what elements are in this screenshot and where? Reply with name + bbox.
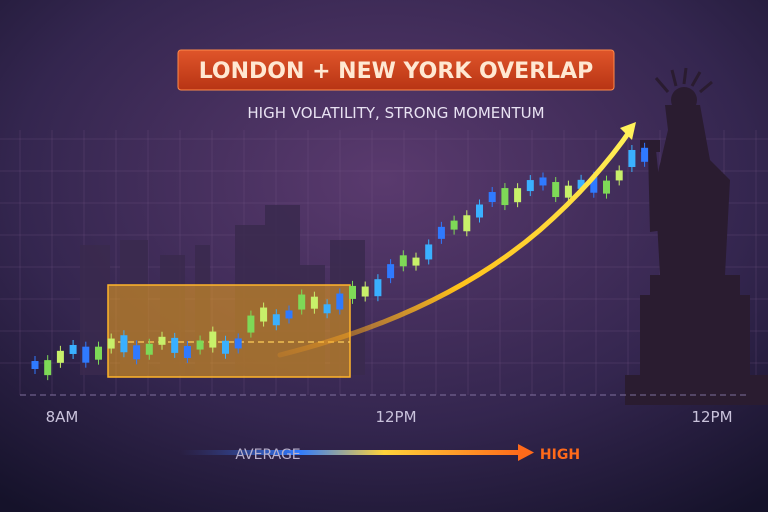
- candle-body: [56, 350, 64, 363]
- candle-body: [336, 293, 344, 310]
- candle-body: [31, 361, 39, 369]
- candle-body: [539, 177, 547, 186]
- candle-body: [476, 204, 483, 218]
- candle-body: [412, 257, 420, 266]
- candle-body: [145, 343, 153, 355]
- candle-body: [577, 179, 585, 189]
- candle-body: [323, 304, 331, 314]
- candles: [31, 142, 649, 381]
- time-label: 12PM: [691, 408, 732, 426]
- candle-body: [641, 147, 649, 162]
- candle-body: [603, 180, 610, 194]
- candle-body: [310, 296, 318, 309]
- scale-high: HIGH: [540, 447, 580, 463]
- candle-body: [196, 340, 204, 350]
- time-label: 8AM: [46, 408, 79, 426]
- candle-body: [450, 220, 458, 230]
- candle-body: [387, 264, 395, 279]
- time-label: 12PM: [375, 408, 416, 426]
- candle-body: [247, 315, 255, 333]
- candle-body: [120, 335, 128, 353]
- candle-body: [298, 294, 306, 310]
- candle-body: [374, 279, 382, 297]
- candle-body: [107, 338, 115, 349]
- candle-body: [171, 337, 179, 353]
- candle-body: [488, 192, 496, 203]
- candle-body: [222, 340, 229, 354]
- candle-body: [272, 314, 280, 326]
- trend-arrowhead: [620, 122, 636, 140]
- candle-body: [44, 360, 52, 376]
- subtitle: HIGH VOLATILITY, STRONG MOMENTUM: [247, 104, 544, 122]
- scale-low: AVERAGE: [235, 447, 300, 463]
- overlap-box: [107, 284, 351, 378]
- candle-body: [526, 180, 534, 192]
- candle-body: [628, 149, 636, 167]
- scale-arrowhead: [518, 444, 534, 461]
- candle-body: [564, 185, 572, 198]
- candle-body: [399, 255, 407, 267]
- candle-body: [133, 345, 141, 360]
- candle-body: [425, 244, 433, 260]
- candle-body: [361, 286, 369, 297]
- candle-body: [260, 307, 268, 322]
- candle-body: [437, 226, 445, 239]
- candle-body: [514, 188, 522, 203]
- candle-body: [590, 176, 598, 193]
- candle-body: [552, 182, 560, 198]
- trend-arrow: [277, 125, 635, 358]
- candle-body: [69, 344, 77, 354]
- candle-body: [463, 215, 471, 232]
- candle-body: [82, 346, 90, 363]
- title-banner: [177, 49, 615, 91]
- statue: [625, 67, 768, 405]
- title: LONDON + NEW YORK OVERLAP: [199, 59, 594, 84]
- volatility-scale: [180, 450, 520, 455]
- candle-body: [285, 310, 293, 319]
- candle-body: [158, 336, 166, 345]
- candle-body: [501, 188, 509, 206]
- candle-body: [95, 346, 102, 360]
- candle-body: [615, 170, 623, 181]
- candle-body: [183, 345, 191, 358]
- candle-body: [209, 331, 217, 348]
- candle-body: [349, 285, 356, 299]
- candle-body: [234, 338, 242, 349]
